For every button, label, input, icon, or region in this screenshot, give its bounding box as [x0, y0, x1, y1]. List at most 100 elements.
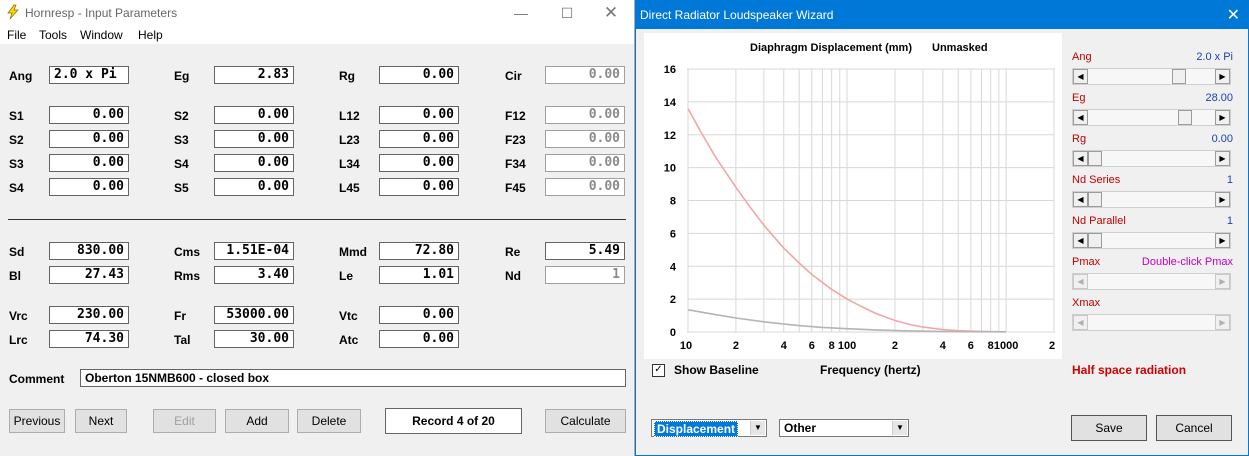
comment-field[interactable]: Oberton 15NMB600 - closed box: [80, 369, 626, 387]
field-s4[interactable]: 0.00: [49, 178, 129, 196]
field-cir[interactable]: 0.00: [545, 66, 625, 84]
field-sd[interactable]: 830.00: [49, 242, 129, 260]
field-eg[interactable]: 2.83: [214, 66, 294, 84]
menu-help[interactable]: Help: [138, 28, 163, 42]
field-rms[interactable]: 3.40: [214, 266, 294, 284]
minimize-button[interactable]: —: [514, 5, 528, 21]
wizard-close-icon[interactable]: ✕: [1226, 7, 1240, 24]
delete-button[interactable]: Delete: [297, 409, 361, 433]
slider-thumb[interactable]: [1088, 233, 1102, 248]
save-button[interactable]: Save: [1071, 415, 1147, 441]
slider-value-0: 2.0 x Pi: [1196, 51, 1233, 63]
label-s1: S1: [9, 109, 24, 123]
slider-1[interactable]: ◀ ▶: [1072, 109, 1231, 126]
chevron-down-icon[interactable]: ▼: [892, 421, 907, 435]
field-lrc[interactable]: 74.30: [49, 330, 129, 348]
field-l45[interactable]: 0.00: [379, 178, 459, 196]
field-l23[interactable]: 0.00: [379, 130, 459, 148]
other-select[interactable]: Other ▼: [779, 419, 909, 437]
arrow-left-icon[interactable]: ◀: [1073, 151, 1088, 166]
field-s3a[interactable]: 0.00: [214, 130, 294, 148]
arrow-right-icon[interactable]: ▶: [1215, 110, 1230, 125]
field-f12[interactable]: 0.00: [545, 106, 625, 124]
menu-tools[interactable]: Tools: [39, 28, 68, 42]
label-eg: Eg: [174, 69, 190, 83]
field-ang[interactable]: 2.0 x Pi: [49, 66, 129, 84]
field-vrc[interactable]: 230.00: [49, 306, 129, 324]
field-fr[interactable]: 53000.00: [214, 306, 294, 324]
slider-0[interactable]: ◀ ▶: [1072, 68, 1231, 85]
label-re: Re: [505, 245, 521, 259]
cancel-button[interactable]: Cancel: [1156, 415, 1232, 441]
label-f12: F12: [505, 109, 526, 123]
arrow-left-icon[interactable]: ◀: [1073, 192, 1088, 207]
slider-label-0: Ang: [1072, 51, 1092, 63]
lightning-icon: [5, 4, 21, 23]
field-atc[interactable]: 0.00: [379, 330, 459, 348]
field-f34[interactable]: 0.00: [545, 154, 625, 172]
slider-thumb[interactable]: [1088, 192, 1102, 207]
next-button[interactable]: Next: [75, 409, 127, 433]
field-tal[interactable]: 30.00: [214, 330, 294, 348]
field-mmd[interactable]: 72.80: [379, 242, 459, 260]
arrow-right-icon[interactable]: ▶: [1215, 315, 1230, 330]
menu-window[interactable]: Window: [80, 28, 123, 42]
arrow-right-icon[interactable]: ▶: [1215, 274, 1230, 289]
slider-3[interactable]: ◀ ▶: [1072, 191, 1231, 208]
arrow-right-icon[interactable]: ▶: [1215, 69, 1230, 84]
field-s3[interactable]: 0.00: [49, 154, 129, 172]
slider-2[interactable]: ◀ ▶: [1072, 150, 1231, 167]
chevron-down-icon[interactable]: ▼: [750, 421, 765, 435]
field-re[interactable]: 5.49: [545, 242, 625, 260]
arrow-right-icon[interactable]: ▶: [1215, 151, 1230, 166]
slider-4[interactable]: ◀ ▶: [1072, 232, 1231, 249]
arrow-left-icon[interactable]: ◀: [1073, 274, 1088, 289]
slider-5[interactable]: ◀ ▶: [1072, 273, 1231, 290]
label-s2a: S2: [174, 109, 189, 123]
arrow-left-icon[interactable]: ◀: [1073, 315, 1088, 330]
previous-button[interactable]: Previous: [9, 409, 65, 433]
slider-thumb[interactable]: [1178, 110, 1192, 125]
field-s2a[interactable]: 0.00: [214, 106, 294, 124]
plot-type-select[interactable]: Displacement ▼: [651, 419, 767, 437]
arrow-right-icon[interactable]: ▶: [1215, 192, 1230, 207]
field-l12[interactable]: 0.00: [379, 106, 459, 124]
field-le[interactable]: 1.01: [379, 266, 459, 284]
field-f45[interactable]: 0.00: [545, 178, 625, 196]
field-s1[interactable]: 0.00: [49, 106, 129, 124]
field-nd[interactable]: 1: [545, 266, 625, 284]
slider-thumb[interactable]: [1172, 69, 1186, 84]
slider-thumb[interactable]: [1088, 151, 1102, 166]
wizard-title-bar: Direct Radiator Loudspeaker Wizard ✕: [636, 1, 1248, 29]
field-vtc[interactable]: 0.00: [379, 306, 459, 324]
arrow-left-icon[interactable]: ◀: [1073, 110, 1088, 125]
arrow-right-icon[interactable]: ▶: [1215, 233, 1230, 248]
label-l34: L34: [339, 157, 360, 171]
field-cms[interactable]: 1.51E-04: [214, 242, 294, 260]
field-f23[interactable]: 0.00: [545, 130, 625, 148]
slider-value-5: Double-click Pmax: [1141, 256, 1233, 268]
show-baseline-label[interactable]: Show Baseline: [674, 363, 759, 377]
close-button[interactable]: ✕: [603, 3, 619, 22]
field-s4a[interactable]: 0.00: [214, 154, 294, 172]
field-s5[interactable]: 0.00: [214, 178, 294, 196]
x-tick-label: 10: [680, 340, 692, 352]
arrow-left-icon[interactable]: ◀: [1073, 233, 1088, 248]
slider-label-3: Nd Series: [1072, 174, 1121, 186]
label-le: Le: [339, 269, 354, 283]
menu-file[interactable]: File: [7, 28, 27, 42]
field-rg[interactable]: 0.00: [379, 66, 459, 84]
label-mmd: Mmd: [339, 245, 367, 259]
calculate-button[interactable]: Calculate: [545, 409, 626, 433]
arrow-left-icon[interactable]: ◀: [1073, 69, 1088, 84]
edit-button[interactable]: Edit: [153, 409, 216, 433]
maximize-button[interactable]: ☐: [560, 5, 574, 21]
field-bl[interactable]: 27.43: [49, 266, 129, 284]
field-l34[interactable]: 0.00: [379, 154, 459, 172]
add-button[interactable]: Add: [225, 409, 289, 433]
field-s2[interactable]: 0.00: [49, 130, 129, 148]
slider-value-1: 28.00: [1205, 92, 1233, 104]
slider-6[interactable]: ◀ ▶: [1072, 314, 1231, 331]
show-baseline-checkbox[interactable]: ✓: [652, 364, 665, 377]
label-bl: Bl: [9, 269, 21, 283]
